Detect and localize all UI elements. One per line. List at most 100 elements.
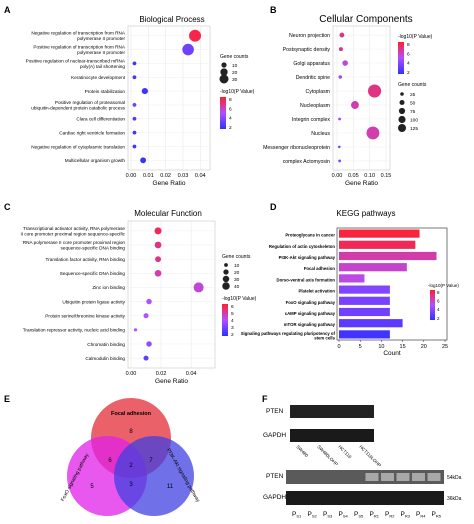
- size-legend-dot: [222, 275, 230, 283]
- x-axis-label: Gene Ratio: [153, 180, 186, 187]
- panel-b-title: Cellular Components: [319, 14, 412, 25]
- category-label: Positive regulation of nuclear-transcrib…: [26, 58, 126, 63]
- color-legend-label: 4: [229, 116, 232, 122]
- lane-label: PS4: [339, 511, 349, 519]
- category-label: Chromatin binding: [87, 342, 125, 347]
- size-legend-title: Gene counts: [222, 254, 251, 260]
- bar: [339, 307, 390, 317]
- venn-circle-pi3k: [114, 436, 194, 516]
- size-legend-label: 10: [232, 63, 238, 69]
- venn-count: 11: [167, 484, 174, 490]
- size-legend-label: 30: [234, 277, 240, 283]
- lane-label: HCT116: [337, 444, 352, 459]
- blot-label-gapdh-bottom: GAPDH: [263, 494, 286, 501]
- category-label: Negative regulation of cytoplasmic trans…: [31, 144, 125, 149]
- x-tick-label: 0.04: [186, 371, 197, 377]
- category-label: Platelet activation: [298, 289, 335, 294]
- panel-a-title: Biological Process: [139, 15, 204, 24]
- color-legend-title: -log10(P Value): [222, 296, 257, 302]
- lane-label: PS5: [354, 511, 364, 519]
- lane-label: PR3: [401, 511, 411, 519]
- bar: [339, 285, 390, 294]
- lane-label: PR2: [385, 511, 395, 519]
- data-point: [140, 157, 147, 164]
- x-axis-label: Gene Ratio: [155, 378, 188, 385]
- category-label: FoxO signaling pathway: [286, 300, 336, 305]
- category-label: mTOR signaling pathway: [284, 322, 336, 327]
- lane-label: PS2: [308, 511, 318, 519]
- blot-band-pten-top: [290, 405, 374, 418]
- size-legend-label: 75: [410, 109, 416, 115]
- category-label: Sequence-specific DNA binding: [60, 271, 126, 276]
- scatter-panel-a: 0.00 0.01 0.02 0.03 0.04 Gene Ratio Negative r…: [26, 25, 255, 187]
- blot-lane-band: [381, 473, 394, 481]
- lane-label: PR5: [432, 511, 442, 519]
- venn-count: 3: [129, 482, 133, 488]
- size-legend-label: 25: [410, 92, 416, 98]
- kda-36: 36kDa: [447, 496, 462, 502]
- x-tick-label: 0.15: [381, 173, 392, 179]
- category-label: poly(A) tail shortening: [80, 64, 125, 69]
- data-point: [342, 60, 348, 66]
- x-tick-label: 10: [378, 344, 384, 350]
- blot-lane-band: [427, 473, 441, 481]
- category-label: Focal adhesion: [304, 266, 336, 271]
- color-legend-label: 4: [407, 61, 410, 67]
- category-label: PI3K-Akt signaling pathway: [279, 255, 336, 260]
- data-point: [339, 32, 345, 38]
- blot-lane-band: [396, 473, 410, 481]
- data-point: [132, 116, 137, 121]
- data-point: [132, 103, 137, 107]
- bar: [339, 296, 390, 305]
- panel-f-letter: F: [262, 394, 268, 404]
- x-tick-label: 5: [359, 344, 362, 350]
- x-tick-label: 0.02: [156, 371, 167, 377]
- size-legend-dot: [219, 74, 229, 84]
- plot-frame: [127, 220, 216, 369]
- blot-label-pten-top: PTEN: [266, 408, 284, 415]
- data-point: [132, 61, 137, 66]
- color-legend-label: 3: [231, 325, 234, 331]
- category-label: stem cells: [314, 336, 335, 341]
- size-legend-dot: [398, 115, 406, 124]
- size-legend-label: 125: [410, 126, 418, 132]
- size-legend-label: 10: [234, 263, 240, 269]
- panel-e-letter: E: [4, 394, 10, 404]
- blot-lane-band: [412, 473, 425, 481]
- color-legend-label: 8: [407, 42, 410, 48]
- x-tick-label: 20: [421, 344, 427, 350]
- data-point: [154, 269, 162, 277]
- data-point: [193, 282, 204, 293]
- color-legend-label: 2: [231, 332, 234, 338]
- category-label: Zinc ion binding: [92, 285, 125, 290]
- data-point: [338, 145, 341, 149]
- category-label: Cardiac right ventricle formation: [59, 130, 125, 135]
- category-label: Messenger ribonucleoprotein: [263, 145, 330, 151]
- panel-d-letter: D: [270, 202, 277, 212]
- category-label: sequence-specific DNA binding: [61, 246, 126, 251]
- category-label: Signaling pathways regulating pluripoten…: [241, 331, 336, 336]
- lane-label: PS3: [323, 511, 333, 519]
- x-tick-label: 15: [400, 344, 406, 350]
- color-legend-label: 6: [229, 106, 232, 112]
- x-tick-label: 25: [442, 344, 448, 350]
- category-label: Translation repressor activity, nucleic …: [23, 328, 126, 333]
- category-label: Neuron projection: [289, 33, 330, 39]
- color-legend-bar: [222, 304, 228, 336]
- category-label: cAMP signaling pathway: [285, 311, 336, 316]
- data-point: [351, 101, 359, 109]
- category-label: ubiquitin-dependent protein catabolic pr…: [31, 105, 125, 110]
- data-point: [133, 328, 138, 332]
- color-legend-bar: [430, 290, 435, 320]
- bar: [339, 274, 365, 283]
- bar: [339, 251, 437, 261]
- size-legend-dot: [223, 269, 229, 275]
- panel-a-letter: A: [4, 5, 11, 15]
- x-tick-label: 0.02: [160, 173, 171, 179]
- category-label: Translation factor activity, RNA binding: [46, 257, 126, 262]
- blot-lane-band: [365, 473, 379, 481]
- category-label: Dorso-ventral axis formation: [277, 277, 336, 282]
- x-tick-label: 0.10: [364, 173, 375, 179]
- color-legend-label: 2: [407, 70, 410, 76]
